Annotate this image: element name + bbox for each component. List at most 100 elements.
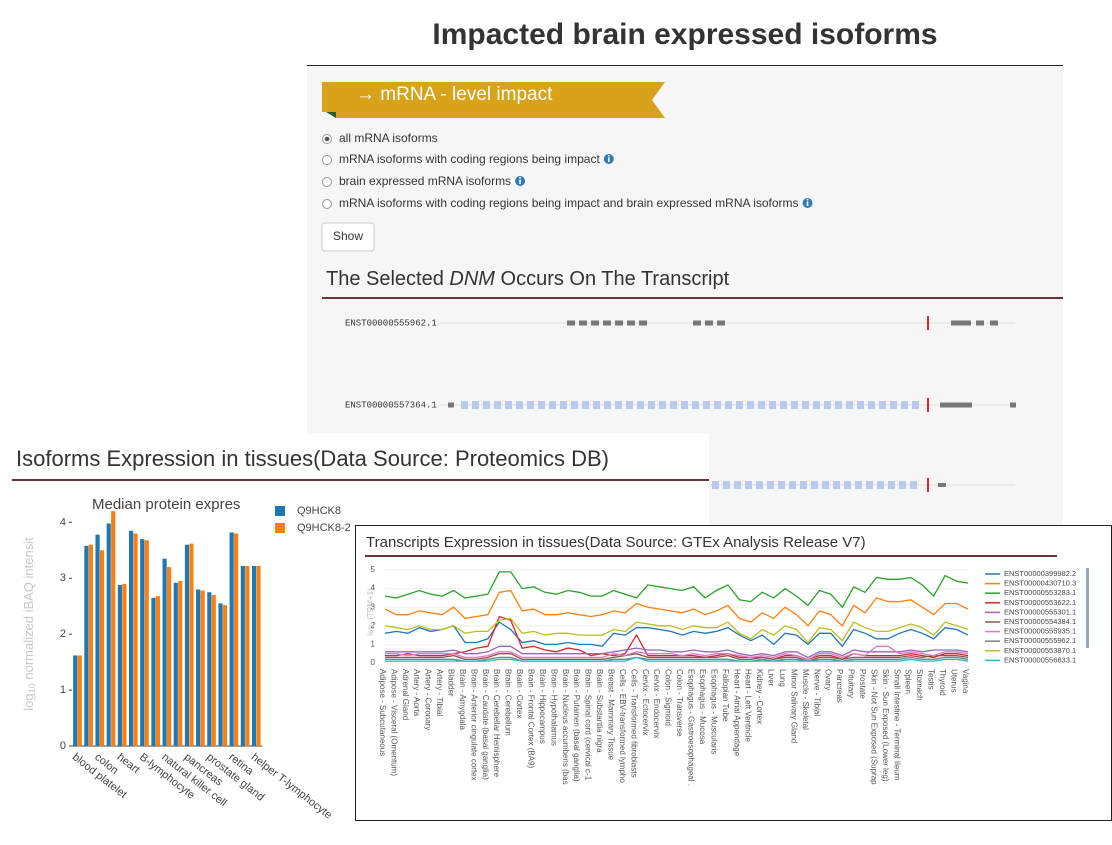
exon xyxy=(769,401,776,409)
exon xyxy=(789,481,796,489)
exon xyxy=(758,401,765,409)
info-icon-glyph xyxy=(607,157,610,162)
x-tick-label: Testis xyxy=(927,669,936,689)
bar xyxy=(111,511,116,746)
legend-label: ENST00000399982.2 xyxy=(1004,569,1076,578)
x-tick-label: Fallopian Tube xyxy=(721,669,730,722)
label-part: (TPM+1) xyxy=(366,588,375,622)
series-line xyxy=(385,645,969,660)
bar xyxy=(140,539,145,746)
radio[interactable] xyxy=(322,177,332,187)
section-title: The Selected DNM Occurs On The Transcrip… xyxy=(326,268,730,290)
exon xyxy=(890,401,897,409)
section-title: Transcripts Expression in tissues(Data S… xyxy=(366,534,866,551)
x-tick-label: Prostate xyxy=(858,669,867,699)
x-tick-label: Brain - Cerebellum xyxy=(504,669,513,736)
bar xyxy=(129,530,134,746)
label-part: normalized iBAQ intensit xyxy=(21,537,36,683)
exon xyxy=(593,401,600,409)
exon xyxy=(756,481,763,489)
x-tick-label: Lung xyxy=(778,669,787,687)
y-tick-label: 3 xyxy=(371,602,376,611)
exon xyxy=(705,320,713,326)
x-tick-label: Cervix - Endocervix xyxy=(652,669,661,738)
bar xyxy=(117,584,122,746)
x-tick-label: Minor Salivary Gland xyxy=(789,669,798,743)
bar xyxy=(245,565,250,746)
label-part: log xyxy=(21,693,36,710)
bar xyxy=(106,523,111,746)
exon xyxy=(888,481,895,489)
x-tick-label: Stomach xyxy=(915,669,924,701)
bar xyxy=(251,565,257,746)
x-tick-label: Heart - Atrial Appendage xyxy=(732,669,741,757)
bar xyxy=(122,583,127,746)
exon xyxy=(637,401,644,409)
series-line xyxy=(384,617,969,644)
exon xyxy=(868,401,875,409)
exon xyxy=(692,401,699,409)
radio[interactable] xyxy=(322,155,332,165)
x-tick-label: Colon - Sigmoid xyxy=(664,669,673,726)
exon xyxy=(591,320,599,326)
bar xyxy=(218,603,223,746)
x-tick-label: Vagina xyxy=(961,669,970,694)
exon xyxy=(990,320,998,326)
legend-label: ENST00000556833.1 xyxy=(1004,655,1076,664)
exon xyxy=(538,401,545,409)
exon xyxy=(659,401,666,409)
show-button[interactable] xyxy=(321,222,375,252)
bar xyxy=(155,596,160,746)
bar xyxy=(84,545,89,746)
exon xyxy=(549,401,556,409)
legend-label: Q9HCK8 xyxy=(297,505,341,517)
x-tick-label: Skin - Not Sun Exposed (Suprap xyxy=(869,669,878,785)
x-tick-label: Nerve - Tibial xyxy=(812,669,821,716)
series-line xyxy=(385,645,969,659)
y-tick-label: 5 xyxy=(371,565,376,574)
variant-marker xyxy=(927,316,929,330)
exon xyxy=(866,481,873,489)
exon xyxy=(791,401,798,409)
legend-label: ENST00000555935.1 xyxy=(1004,627,1076,636)
page-title: Impacted brain expressed isoforms xyxy=(432,18,937,51)
gtex-panel: Transcripts Expression in tissues(Data S… xyxy=(355,525,1112,821)
exon xyxy=(615,320,623,326)
x-tick-label: Breast - Mammary Tissue xyxy=(607,669,616,761)
exon xyxy=(472,401,479,409)
exon xyxy=(813,401,820,409)
bar xyxy=(73,655,78,746)
exon xyxy=(745,481,752,489)
x-tick-label: Cervix - Ectocervix xyxy=(641,669,650,736)
exon xyxy=(800,481,807,489)
exon xyxy=(579,320,587,326)
x-tick-label: Muscle - Skeletal xyxy=(801,669,810,730)
exon xyxy=(835,401,842,409)
bar xyxy=(162,558,167,746)
button-label[interactable]: Show xyxy=(333,229,363,243)
y-tick-label: 2 xyxy=(60,628,66,640)
legend-swatch xyxy=(275,523,285,533)
exon xyxy=(717,320,725,326)
exon xyxy=(879,401,886,409)
exon xyxy=(1010,402,1016,408)
exon xyxy=(844,481,851,489)
x-tick-label: Brain - Substantia nigra xyxy=(595,669,604,753)
exon xyxy=(940,402,972,408)
exon xyxy=(560,401,567,409)
x-tick-label: Brain - Putamen (basal ganglia) xyxy=(572,669,581,782)
x-tick-label: Brain - Cerebellar Hemisphere xyxy=(492,669,501,778)
bar xyxy=(207,592,212,746)
legend-label: ENST00000553283.1 xyxy=(1004,588,1076,597)
transcript-id: ENST00000555962.1 xyxy=(345,318,437,328)
exon xyxy=(626,401,633,409)
x-tick-label: Artery - Aorta xyxy=(412,669,421,717)
x-tick-label: Bladder xyxy=(446,669,455,697)
radio[interactable] xyxy=(322,199,332,209)
isoform-panel: Impacted brain expressed isoforms → mRNA… xyxy=(307,6,1063,534)
exon xyxy=(912,401,919,409)
label-part: 2 xyxy=(371,622,377,625)
exon xyxy=(604,401,611,409)
option-label: all mRNA isoforms xyxy=(339,131,438,145)
scrollbar[interactable] xyxy=(1086,568,1089,648)
